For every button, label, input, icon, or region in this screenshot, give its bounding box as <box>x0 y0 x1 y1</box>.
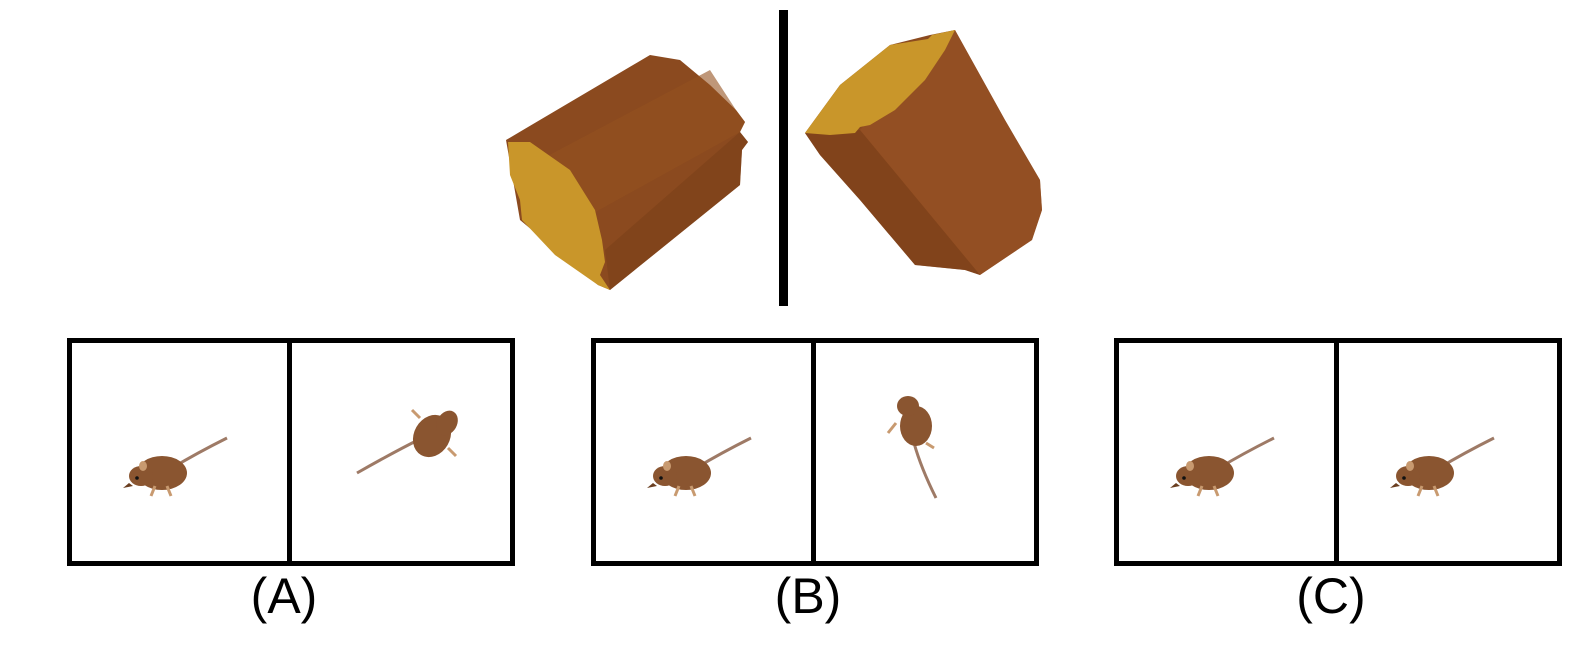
option-b-box[interactable] <box>591 338 1039 566</box>
option-c-label: (C) <box>1296 568 1366 624</box>
mouse-icon <box>647 436 752 497</box>
mouse-icon <box>1390 436 1495 497</box>
option-c-right-cell <box>1339 343 1557 561</box>
reference-object-left <box>506 55 748 290</box>
option-b-left-cell <box>596 343 811 561</box>
option-b-right-cell <box>816 343 1034 561</box>
option-a-label: (A) <box>250 568 318 624</box>
option-b-label: (B) <box>774 568 842 624</box>
option-b-separator <box>811 343 816 561</box>
option-a-box[interactable] <box>67 338 515 566</box>
option-c-box[interactable] <box>1114 338 1562 566</box>
option-a-left-cell <box>72 343 287 561</box>
option-a-separator <box>287 343 292 561</box>
mouse-icon <box>123 436 228 497</box>
option-c-separator <box>1334 343 1339 561</box>
mouse-icon <box>886 396 938 499</box>
mouse-icon <box>1170 436 1275 497</box>
option-c-left-cell <box>1119 343 1334 561</box>
option-a-right-cell <box>292 343 510 561</box>
mouse-icon <box>356 408 458 475</box>
reference-object-right <box>805 30 1042 275</box>
divider-line <box>779 10 788 306</box>
